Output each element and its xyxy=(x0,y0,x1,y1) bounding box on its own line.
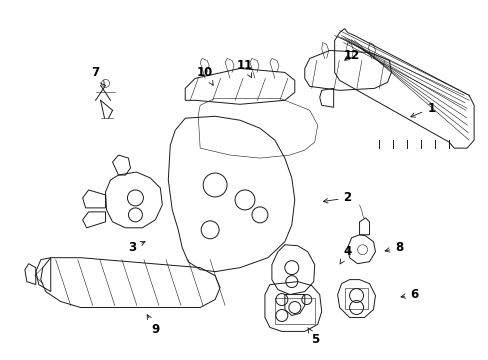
Text: 7: 7 xyxy=(91,66,104,85)
Text: 9: 9 xyxy=(147,315,159,336)
Text: 2: 2 xyxy=(323,192,351,204)
Text: 10: 10 xyxy=(197,66,213,85)
Text: 3: 3 xyxy=(128,241,145,254)
Text: 6: 6 xyxy=(400,288,418,301)
Text: 1: 1 xyxy=(410,102,434,117)
Text: 5: 5 xyxy=(307,328,318,346)
Text: 12: 12 xyxy=(343,49,359,62)
Text: 8: 8 xyxy=(384,241,403,254)
Text: 11: 11 xyxy=(236,59,253,78)
Text: 4: 4 xyxy=(340,245,351,264)
